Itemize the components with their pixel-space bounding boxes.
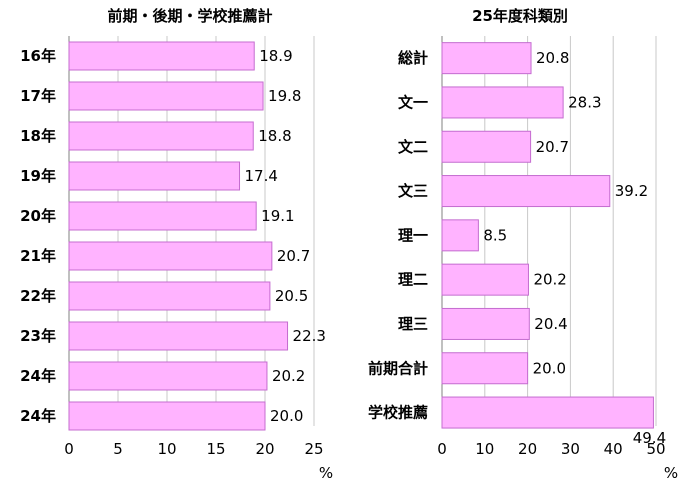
chart-left-x-unit: %	[319, 464, 333, 482]
chart-left: 前期・後期・学校推薦計 16年 17年 18年 19年 20年 21年 22年 23年 24年 2…	[20, 7, 333, 482]
chart-right-value-label: 28.3	[568, 93, 601, 111]
chart-left-value-label: 20.2	[272, 367, 305, 385]
chart-right-category-label: 総計	[398, 49, 428, 67]
chart-left-category-label: 24年	[20, 407, 56, 425]
chart-right-category-label: 理二	[398, 271, 428, 289]
chart-left-x-tick-label: 0	[64, 440, 74, 458]
chart-left-x-tick-label: 25	[304, 440, 323, 458]
chart-right-category-label: 理一	[398, 226, 428, 244]
chart-right-bar	[441, 42, 532, 75]
chart-right-x-tick-label: 0	[437, 440, 447, 458]
chart-right-x-tick-label: 50	[646, 440, 665, 458]
chart-right-bar	[441, 130, 532, 163]
chart-right-bar	[441, 263, 529, 296]
chart-right-category-label: 文二	[398, 138, 428, 156]
chart-right-bar	[441, 352, 529, 385]
chart-right-value-label: 20.0	[533, 359, 566, 377]
chart-left-bar	[68, 121, 254, 151]
chart-left-value-label: 18.9	[259, 47, 292, 65]
chart-left-bar	[68, 361, 268, 391]
chart-left-bar	[68, 161, 241, 191]
chart-left-bar	[68, 41, 255, 71]
chart-right-value-label: 20.8	[536, 49, 569, 67]
chart-right-title: 25年度科類別	[472, 7, 568, 25]
chart-right-bar	[441, 175, 611, 208]
chart-right-value-label: 49.4	[633, 429, 666, 447]
chart-left-category-label: 24年	[20, 367, 56, 385]
chart-right-value-label: 39.2	[615, 182, 648, 200]
chart-left-bar	[68, 281, 271, 311]
chart-left-x-tick-label: 20	[255, 440, 274, 458]
chart-right-bar	[441, 396, 654, 429]
chart-left-value-label: 20.0	[270, 407, 303, 425]
chart-left-value-label: 22.3	[293, 327, 326, 345]
chart-right-category-label: 理三	[398, 315, 428, 333]
chart-left-value-label: 19.1	[261, 207, 294, 225]
chart-left-value-label: 17.4	[245, 167, 278, 185]
chart-left-category-label: 19年	[20, 167, 56, 185]
chart-left-bar	[68, 81, 264, 111]
chart-left-category-label: 20年	[20, 207, 56, 225]
chart-right-x-tick-label: 40	[604, 440, 623, 458]
chart-left-bar	[68, 401, 266, 431]
chart-left-x-tick-label: 15	[206, 440, 225, 458]
chart-left-category-label: 16年	[20, 47, 56, 65]
chart-right-category-label: 文三	[398, 182, 428, 200]
chart-right-x-unit: %	[664, 464, 678, 482]
chart-left-category-label: 17年	[20, 87, 56, 105]
chart-left-x-tick-label: 10	[157, 440, 176, 458]
chart-right-bar	[441, 86, 564, 119]
chart-left-category-label: 22年	[20, 287, 56, 305]
chart-right-value-label: 20.7	[536, 138, 569, 156]
chart-right-value-label: 20.4	[534, 315, 567, 333]
chart-left-value-label: 20.5	[275, 287, 308, 305]
chart-right-x-tick-label: 20	[518, 440, 537, 458]
chart-left-value-label: 19.8	[268, 87, 301, 105]
chart-left-category-label: 21年	[20, 247, 56, 265]
chart-left-title: 前期・後期・学校推薦計	[107, 7, 272, 25]
chart-right-value-label: 20.2	[533, 271, 566, 289]
chart-left-bar	[68, 321, 289, 351]
chart-left-bar	[68, 241, 273, 271]
chart-right-category-label: 文一	[398, 93, 428, 111]
chart-left-value-label: 20.7	[277, 247, 310, 265]
chart-left-x-tick-label: 5	[113, 440, 123, 458]
chart-left-value-label: 18.8	[258, 127, 291, 145]
chart-right-bar	[441, 307, 530, 340]
chart-right-category-label: 学校推薦	[368, 404, 428, 422]
chart-right-bar	[441, 219, 479, 252]
chart-right-x-tick-label: 30	[561, 440, 580, 458]
chart-left-category-label: 18年	[20, 127, 56, 145]
chart-right-value-label: 8.5	[483, 226, 507, 244]
chart-left-bar	[68, 201, 257, 231]
chart-left-category-label: 23年	[20, 327, 56, 345]
chart-right-category-label: 前期合計	[368, 359, 428, 377]
chart-right-x-tick-label: 10	[475, 440, 494, 458]
